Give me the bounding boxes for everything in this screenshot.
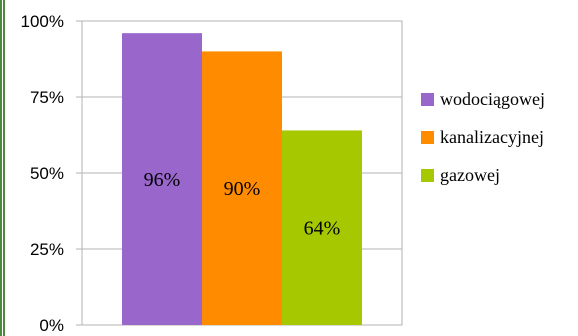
y-tick-label: 25% <box>30 240 64 259</box>
data-label: 64% <box>304 218 341 240</box>
chart-frame-border <box>0 0 6 336</box>
legend-entry: gazowej <box>440 165 500 185</box>
legend-swatch <box>421 131 434 144</box>
legend-entry: kanalizacyjnej <box>440 127 544 147</box>
data-label: 90% <box>224 178 261 200</box>
y-tick-label: 0% <box>39 316 64 335</box>
bar <box>282 130 362 325</box>
bar <box>122 33 202 325</box>
y-axis-ticks: 0% 25% 50% 75% 100% <box>21 12 64 335</box>
data-labels: 96% 90% 64% <box>144 169 341 240</box>
data-label: 96% <box>144 169 181 191</box>
y-tick-label: 75% <box>30 88 64 107</box>
y-tick-label: 100% <box>21 12 64 31</box>
bar <box>202 51 282 326</box>
legend-entry: wodociągowej <box>440 89 545 109</box>
bars <box>122 33 362 326</box>
legend: wodociągowej kanalizacyjnej gazowej <box>421 89 545 185</box>
y-tick-label: 50% <box>30 164 64 183</box>
legend-swatch <box>421 93 434 106</box>
legend-swatch <box>421 169 434 182</box>
